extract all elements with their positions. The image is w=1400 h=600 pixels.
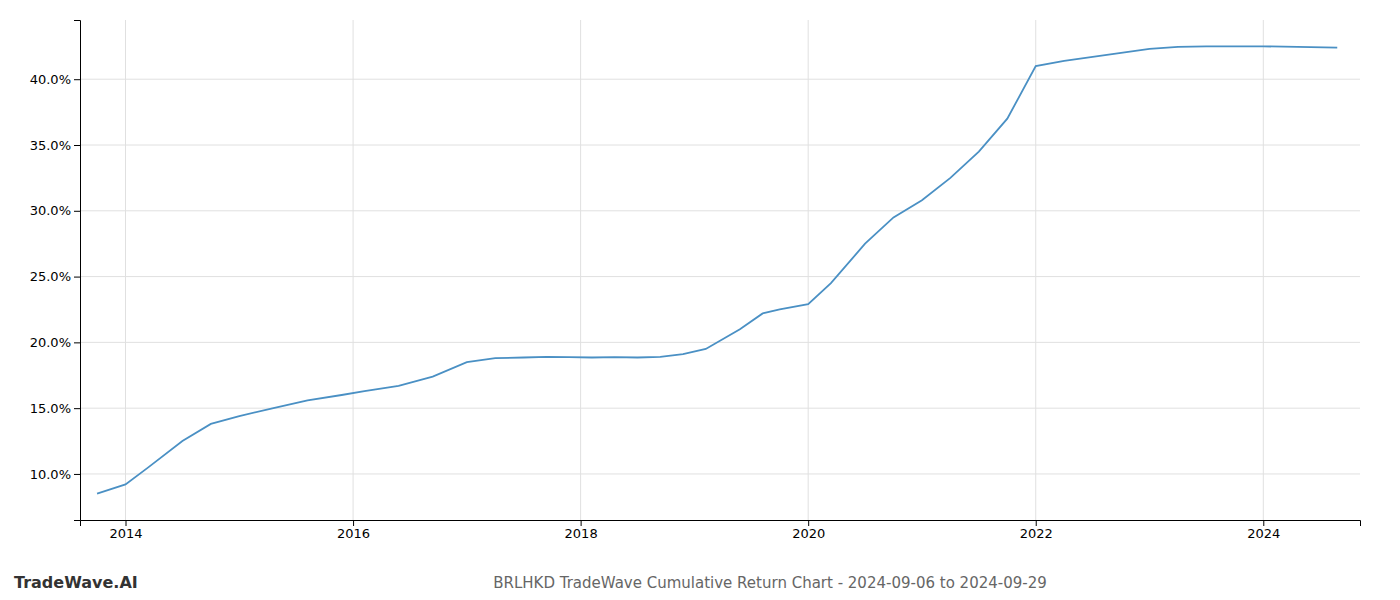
grid-line: [80, 145, 1360, 146]
tick-mark: [74, 145, 80, 146]
grid-line: [80, 210, 1360, 211]
line: [97, 46, 1337, 493]
tick: 40.0%: [30, 72, 80, 87]
grid-line: [1035, 20, 1036, 520]
y-axis: 10.0% 15.0% 20.0% 25.0% 30.0% 35.0% 40.0%: [30, 21, 81, 521]
tick-label: 2022: [1020, 526, 1053, 541]
tick-label: 2014: [109, 526, 142, 541]
tick-mark: [74, 342, 80, 343]
tick-mark: [74, 79, 80, 80]
tick-label: 2024: [1247, 526, 1280, 541]
grid-line: [80, 276, 1360, 277]
chart: 2014 2016 2018 2020 2022 2024 10.0% 15.0% 20.0% 2…: [0, 0, 1400, 600]
tick: 30.0%: [30, 203, 80, 218]
title: BRLHKD TradeWave Cumulative Return Chart…: [493, 574, 1047, 592]
tick-mark: [126, 520, 127, 526]
tick: 2014: [109, 520, 142, 541]
tick-mark: [1263, 520, 1264, 526]
grid-line: [580, 20, 581, 520]
tick-mark: [74, 211, 80, 212]
tick-label: 10.0%: [30, 467, 71, 482]
grid-line: [125, 20, 126, 520]
tick-mark: [74, 474, 80, 475]
tick-mark: [353, 520, 354, 526]
grid-line: [353, 20, 354, 520]
grid-line: [1263, 20, 1264, 520]
grid-line: [80, 79, 1360, 80]
axis-line: [81, 521, 1361, 527]
annotation: TradeWave.AI: [14, 573, 138, 592]
tick-label: 30.0%: [30, 203, 71, 218]
tick-label: 25.0%: [30, 269, 71, 284]
tick: 20.0%: [30, 335, 80, 350]
tick: 2016: [337, 520, 370, 541]
tick-label: 2016: [337, 526, 370, 541]
tick-mark: [74, 277, 80, 278]
tick: 2022: [1020, 520, 1053, 541]
tick-label: 2018: [565, 526, 598, 541]
grid-line: [808, 20, 809, 520]
tick: 2024: [1247, 520, 1280, 541]
tick-label: 35.0%: [30, 138, 71, 153]
tick: 25.0%: [30, 269, 80, 284]
tick-label: 40.0%: [30, 72, 71, 87]
tick-mark: [1036, 520, 1037, 526]
tick: 10.0%: [30, 467, 80, 482]
axis-line: [74, 21, 81, 521]
tick-label: 2020: [792, 526, 825, 541]
tick-mark: [808, 520, 809, 526]
marks: [97, 46, 1337, 493]
tick: 2020: [792, 520, 825, 541]
grid-line: [80, 473, 1360, 474]
x-axis: 2014 2016 2018 2020 2022 2024: [81, 520, 1361, 541]
tick: 15.0%: [30, 401, 80, 416]
plot-area: 2014 2016 2018 2020 2022 2024 10.0% 15.0% 20.0% 2…: [30, 20, 1361, 541]
tick-mark: [74, 408, 80, 409]
grid: [80, 20, 1360, 520]
tick-label: 15.0%: [30, 401, 71, 416]
tick-mark: [581, 520, 582, 526]
grid-line: [80, 342, 1360, 343]
tick: 35.0%: [30, 138, 80, 153]
tick-label: 20.0%: [30, 335, 71, 350]
tick: 2018: [565, 520, 598, 541]
